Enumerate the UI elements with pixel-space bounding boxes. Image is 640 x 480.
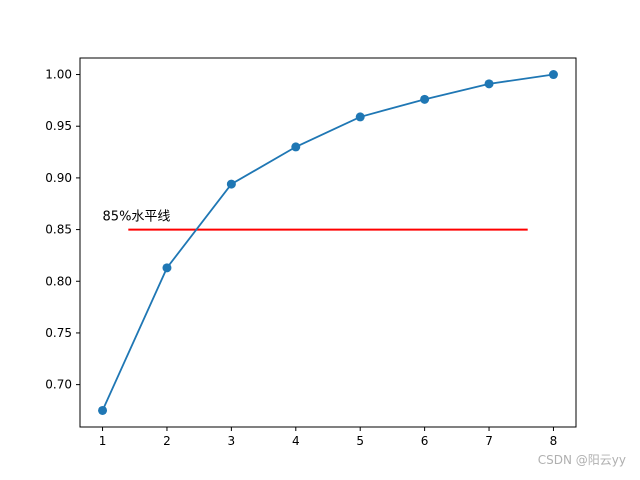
y-tick-label: 1.00: [45, 68, 72, 82]
x-tick-label: 4: [292, 434, 300, 448]
data-point: [548, 70, 558, 80]
series-line: [101, 73, 554, 411]
x-tick-label: 6: [421, 434, 429, 448]
x-axis-ticks: 1 2 3 4 5 6 7 8: [99, 427, 558, 448]
x-tick-label: 7: [485, 434, 493, 448]
y-tick-label: 0.75: [45, 326, 72, 340]
watermark: CSDN @阳云yy: [537, 453, 626, 467]
y-tick-label: 0.85: [45, 223, 72, 237]
plot-area: [79, 57, 577, 428]
x-tick-label: 3: [228, 434, 236, 448]
x-tick-label: 2: [163, 434, 171, 448]
data-point: [226, 179, 236, 189]
reference-line-group: 85%水平线: [103, 209, 528, 231]
x-tick-label: 5: [356, 434, 364, 448]
data-point: [98, 405, 108, 415]
reference-line-label: 85%水平线: [103, 209, 171, 224]
series-group: [98, 70, 558, 415]
y-tick-label: 0.95: [45, 119, 72, 133]
y-tick-label: 0.90: [45, 171, 72, 185]
data-point: [484, 79, 494, 89]
data-point: [291, 142, 301, 152]
y-tick-label: 0.80: [45, 274, 72, 288]
data-point: [420, 94, 430, 104]
data-point: [355, 112, 365, 122]
y-axis-ticks: 0.70 0.75 0.80 0.85 0.90 0.95 1.00: [45, 68, 80, 392]
data-point: [162, 263, 172, 273]
x-tick-label: 1: [99, 434, 107, 448]
y-tick-label: 0.70: [45, 378, 72, 392]
x-tick-label: 8: [550, 434, 558, 448]
